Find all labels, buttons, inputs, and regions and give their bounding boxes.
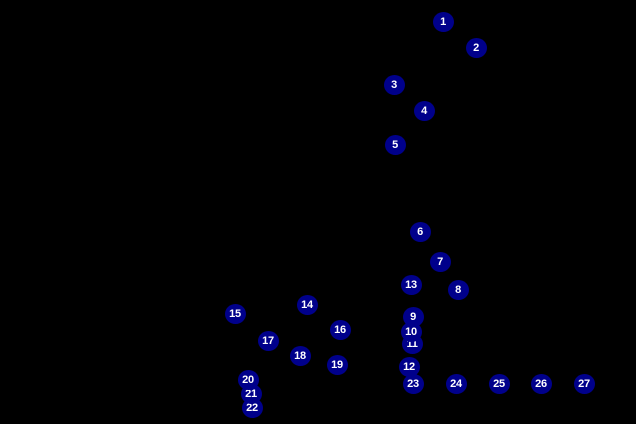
graph-node-18[interactable]: 18 <box>289 346 311 366</box>
graph-node-label: 11 <box>406 337 418 350</box>
graph-node-6[interactable]: 6 <box>409 222 431 242</box>
graph-node-12[interactable]: 12 <box>398 357 420 377</box>
graph-node-label: 5 <box>392 138 398 151</box>
graph-node-label: 10 <box>405 325 417 338</box>
graph-node-label: 22 <box>246 401 258 414</box>
graph-node-25[interactable]: 25 <box>488 374 510 394</box>
graph-node-1[interactable]: 1 <box>432 12 454 32</box>
graph-node-label: 26 <box>535 377 547 390</box>
graph-node-label: 13 <box>405 278 417 291</box>
graph-node-4[interactable]: 4 <box>413 101 435 121</box>
graph-node-label: 3 <box>391 78 397 91</box>
graph-node-9[interactable]: 9 <box>402 307 424 327</box>
graph-node-label: 12 <box>403 360 415 373</box>
graph-node-label: 24 <box>450 377 462 390</box>
graph-node-19[interactable]: 19 <box>326 355 348 375</box>
graph-node-label: 1 <box>440 15 446 28</box>
graph-node-16[interactable]: 16 <box>329 320 351 340</box>
graph-node-label: 20 <box>242 373 254 386</box>
graph-node-5[interactable]: 5 <box>384 135 406 155</box>
graph-node-15[interactable]: 15 <box>224 304 246 324</box>
graph-node-14[interactable]: 14 <box>296 295 318 315</box>
graph-node-label: 9 <box>410 310 416 323</box>
graph-node-label: 23 <box>407 377 419 390</box>
graph-node-label: 6 <box>417 225 423 238</box>
graph-node-17[interactable]: 17 <box>257 331 279 351</box>
graph-node-label: 4 <box>421 104 427 117</box>
graph-node-20[interactable]: 20 <box>237 370 259 390</box>
graph-node-label: 7 <box>437 255 443 268</box>
graph-node-3[interactable]: 3 <box>383 75 405 95</box>
graph-node-24[interactable]: 24 <box>445 374 467 394</box>
graph-node-label: 27 <box>578 377 590 390</box>
graph-node-13[interactable]: 13 <box>400 275 422 295</box>
graph-node-label: 25 <box>493 377 505 390</box>
graph-node-label: 8 <box>455 283 461 296</box>
graph-node-label: 2 <box>473 41 479 54</box>
graph-node-7[interactable]: 7 <box>429 252 451 272</box>
graph-node-label: 16 <box>334 323 346 336</box>
graph-node-23[interactable]: 23 <box>402 374 424 394</box>
graph-node-label: 18 <box>294 349 306 362</box>
graph-node-26[interactable]: 26 <box>530 374 552 394</box>
graph-node-label: 21 <box>245 387 257 400</box>
graph-node-8[interactable]: 8 <box>447 280 469 300</box>
graph-node-label: 15 <box>229 307 241 320</box>
graph-node-label: 19 <box>331 358 343 371</box>
graph-node-2[interactable]: 2 <box>465 38 487 58</box>
graph-node-label: 17 <box>262 334 274 347</box>
graph-node-27[interactable]: 27 <box>573 374 595 394</box>
graph-node-label: 14 <box>301 298 313 311</box>
graph-node-10[interactable]: 10 <box>400 322 422 342</box>
